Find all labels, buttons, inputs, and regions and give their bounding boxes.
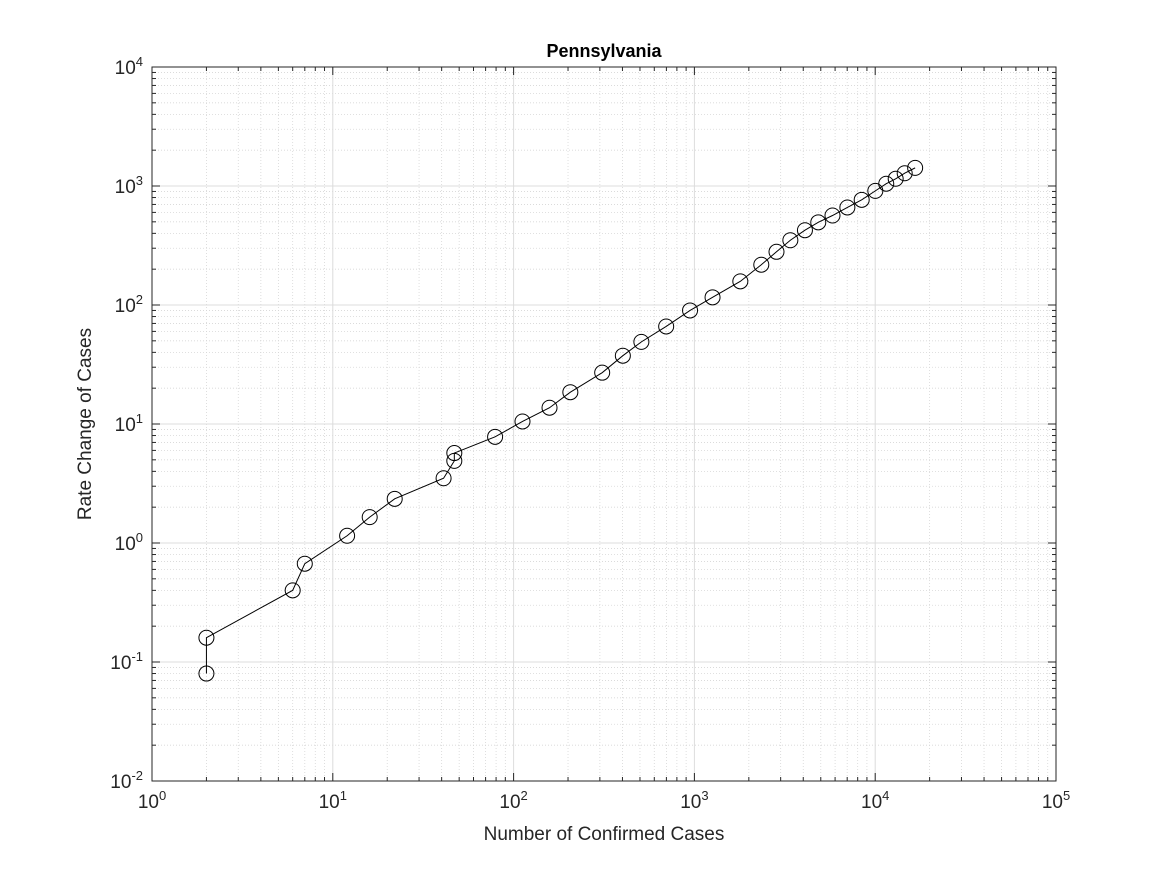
x-tick-labels: 100 101 102 103 104 105 <box>138 788 1070 813</box>
data-point <box>782 232 799 249</box>
y-tick-label: 104 <box>115 54 143 79</box>
data-point <box>732 273 749 290</box>
axis-ticks <box>151 66 1057 782</box>
data-point <box>896 165 913 182</box>
data-point <box>514 413 531 430</box>
y-tick-label: 103 <box>115 173 143 198</box>
data-point <box>796 222 813 239</box>
data-point <box>435 470 452 487</box>
data-point <box>768 243 785 260</box>
data-point <box>446 445 463 462</box>
data-point <box>633 333 650 350</box>
data-point <box>361 509 378 526</box>
data-point <box>446 452 463 469</box>
y-tick-label: 101 <box>115 411 143 436</box>
x-axis-label: Number of Confirmed Cases <box>484 824 725 845</box>
data-point <box>878 175 895 192</box>
x-tick-label: 103 <box>680 788 708 813</box>
y-axis-label: Rate Change of Cases <box>75 328 96 520</box>
y-tick-label: 10-1 <box>110 649 143 674</box>
y-tick-labels: 10-2 10-1 100 101 102 103 104 <box>110 54 143 793</box>
data-point <box>824 207 841 224</box>
data-point <box>594 364 611 381</box>
x-tick-label: 102 <box>499 788 527 813</box>
series-layer <box>198 159 924 682</box>
data-point <box>487 428 504 445</box>
x-tick-label: 104 <box>861 788 889 813</box>
data-point <box>198 665 215 682</box>
data-point <box>704 289 721 306</box>
data-point <box>541 399 558 416</box>
data-point <box>753 256 770 273</box>
y-tick-label: 100 <box>115 530 143 555</box>
data-point <box>887 170 904 187</box>
data-point <box>614 347 631 364</box>
data-point <box>658 318 675 335</box>
x-tick-label: 101 <box>319 788 347 813</box>
data-point <box>853 191 870 208</box>
data-point <box>339 527 356 544</box>
x-tick-label: 105 <box>1042 788 1070 813</box>
data-point <box>810 214 827 231</box>
series-line <box>205 167 916 674</box>
chart-title: Pennsylvania <box>546 41 662 61</box>
data-point <box>839 199 856 216</box>
y-tick-label: 102 <box>115 292 143 317</box>
data-point <box>386 490 403 507</box>
data-point <box>562 384 579 401</box>
data-point <box>284 582 301 599</box>
data-point <box>907 159 924 176</box>
data-point <box>198 629 215 646</box>
y-tick-label: 10-2 <box>110 768 143 793</box>
data-point <box>296 555 313 572</box>
x-tick-label: 100 <box>138 788 166 813</box>
data-point <box>682 302 699 319</box>
